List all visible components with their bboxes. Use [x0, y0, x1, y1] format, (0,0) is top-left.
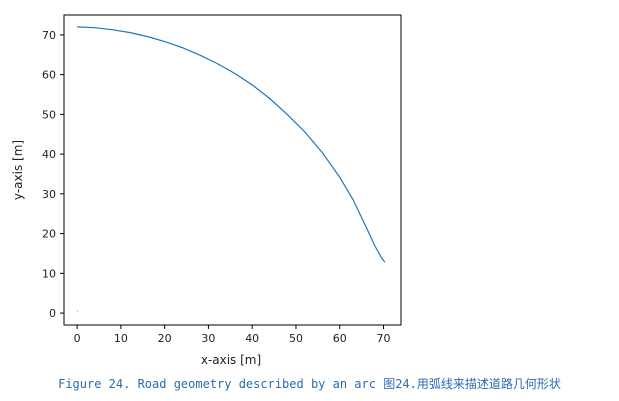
y-tick-label: 60	[42, 69, 56, 82]
arc-series-line	[77, 26, 386, 263]
y-tick-label: 40	[42, 148, 56, 161]
plot-frame	[63, 14, 402, 326]
x-tick-label: 40	[245, 332, 259, 345]
x-tick-label: 60	[333, 332, 347, 345]
y-tick-label: 0	[49, 307, 56, 320]
plot-area	[63, 14, 402, 326]
y-axis-ticks: 0 10 20 30 40 50 60 70	[42, 29, 64, 320]
figure-caption: Figure 24. Road geometry described by an…	[58, 377, 561, 391]
series-layer	[77, 26, 386, 312]
y-tick-label: 50	[42, 108, 56, 121]
y-tick-label: 30	[42, 188, 56, 201]
x-axis-ticks: 0 10 20 30 40 50 60 70	[74, 325, 390, 345]
y-tick-label: 10	[42, 267, 56, 280]
x-tick-label: 30	[201, 332, 215, 345]
x-tick-label: 0	[74, 332, 81, 345]
x-tick-label: 50	[289, 332, 303, 345]
x-tick-label: 20	[158, 332, 172, 345]
x-tick-label: 70	[376, 332, 390, 345]
x-tick-label: 10	[114, 332, 128, 345]
y-tick-label: 70	[42, 29, 56, 42]
x-axis-label: x-axis [m]	[201, 353, 261, 367]
y-axis-label: y-axis [m]	[11, 140, 25, 200]
y-tick-label: 20	[42, 228, 56, 241]
